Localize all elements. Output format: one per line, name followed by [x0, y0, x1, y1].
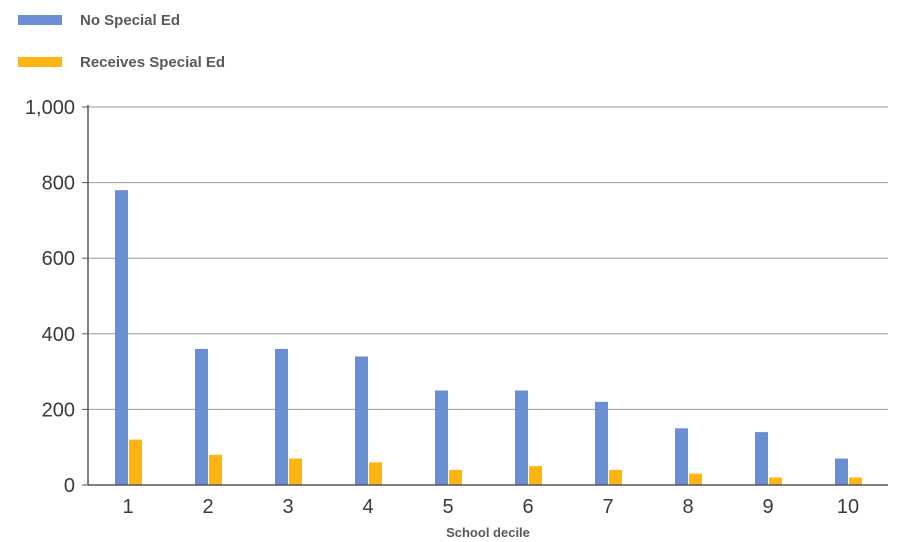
bar-no-special-ed	[195, 348, 208, 485]
x-tick-label: 4	[362, 496, 373, 518]
bar-no-special-ed	[755, 432, 768, 485]
bar-receives-special-ed	[689, 473, 702, 485]
x-tick-label: 3	[282, 496, 293, 518]
bar-no-special-ed	[115, 190, 128, 485]
x-tick-label: 6	[522, 496, 533, 518]
x-tick-label: 7	[602, 496, 613, 518]
y-tick-label: 600	[42, 248, 75, 270]
legend: No Special Ed Receives Special Ed	[18, 10, 225, 94]
legend-item-no-special-ed: No Special Ed	[18, 10, 225, 30]
bar-no-special-ed	[595, 401, 608, 485]
x-tick-label: 10	[837, 496, 859, 518]
bar-receives-special-ed	[129, 439, 142, 485]
bar-no-special-ed	[435, 390, 448, 485]
y-tick-label: 200	[42, 399, 75, 421]
x-tick-label: 5	[442, 496, 453, 518]
x-tick-label: 2	[202, 496, 213, 518]
x-axis-title: School decile	[446, 525, 530, 540]
legend-item-receives-special-ed: Receives Special Ed	[18, 52, 225, 72]
x-tick-label: 8	[682, 496, 693, 518]
y-axis-ticks: 0 200 400 600 800 1,000	[25, 97, 75, 497]
legend-swatch-no-special-ed	[18, 15, 62, 25]
bar-receives-special-ed	[609, 469, 622, 485]
bar-receives-special-ed	[289, 458, 302, 485]
bars	[115, 190, 862, 485]
legend-label-receives-special-ed: Receives Special Ed	[80, 53, 226, 71]
bar-receives-special-ed	[369, 462, 382, 485]
x-tick-label: 9	[762, 496, 773, 518]
bar-no-special-ed	[675, 428, 688, 485]
legend-swatch-receives-special-ed	[18, 57, 62, 67]
bar-no-special-ed	[275, 348, 288, 485]
legend-label-no-special-ed: No Special Ed	[80, 11, 181, 29]
bar-receives-special-ed	[769, 477, 782, 485]
bar-receives-special-ed	[449, 469, 462, 485]
gridlines	[82, 106, 888, 486]
bar-receives-special-ed	[529, 466, 542, 485]
x-axis-ticks: 1 2 3 4 5 6 7 8 9 10	[122, 496, 859, 518]
bar-no-special-ed	[515, 390, 528, 485]
x-tick-label: 1	[122, 496, 133, 518]
y-tick-label: 400	[42, 324, 75, 346]
y-tick-label: 1,000	[25, 97, 75, 119]
bar-no-special-ed	[835, 458, 848, 485]
bar-no-special-ed	[355, 356, 368, 485]
bar-receives-special-ed	[209, 454, 222, 485]
bar-receives-special-ed	[849, 477, 862, 485]
y-tick-label: 800	[42, 173, 75, 195]
y-tick-label: 0	[64, 475, 75, 497]
